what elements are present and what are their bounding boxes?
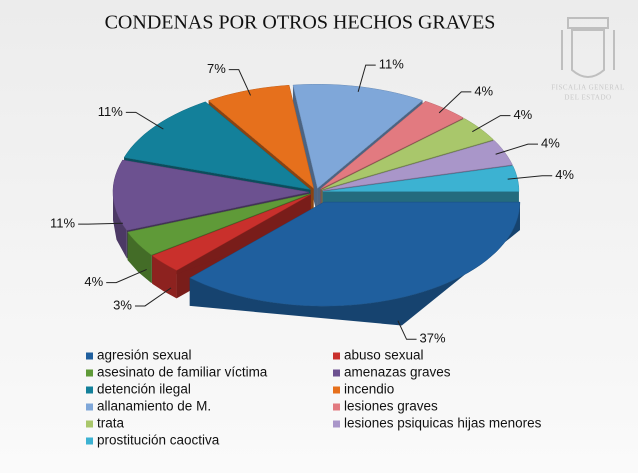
legend-swatch: [86, 386, 93, 394]
data-label: 4%: [84, 274, 103, 289]
slice: [189, 201, 521, 326]
legend-label: lesiones graves: [344, 399, 438, 414]
leader-line: [134, 287, 172, 307]
leader-line: [125, 111, 164, 130]
data-label: 4%: [474, 83, 493, 98]
slice-side: [189, 202, 520, 326]
slice-top: [123, 101, 312, 191]
slice-top: [292, 84, 424, 189]
slice-top: [112, 159, 310, 231]
data-label: 11%: [379, 57, 404, 72]
data-label: 11%: [98, 104, 123, 119]
legend-label: asesinato de familiar víctima: [97, 365, 268, 380]
data-label: 4%: [555, 167, 574, 182]
slice-side: [113, 192, 127, 259]
leader-line: [357, 64, 376, 92]
leader-line: [438, 91, 472, 114]
leader-line: [78, 222, 123, 225]
leader-line: [106, 268, 147, 284]
legend-label: trata: [97, 416, 125, 431]
slice-top: [208, 84, 315, 190]
logo: FISCALIA GENERAL DEL ESTADO: [551, 17, 625, 102]
legend-swatch: [333, 352, 340, 360]
legend-swatch: [86, 352, 93, 360]
leader-line: [507, 175, 553, 180]
logo-text: DEL ESTADO: [564, 94, 611, 102]
legend-swatch: [86, 369, 93, 377]
legend-label: detención ilegal: [97, 382, 191, 397]
data-label: 4%: [513, 107, 532, 122]
legend-label: allanamiento de M.: [97, 399, 211, 414]
legend-swatch: [86, 437, 93, 445]
data-label: 3%: [113, 297, 132, 312]
leader-line: [472, 115, 511, 133]
legend-swatch: [333, 386, 340, 394]
legend-label: amenazas graves: [344, 365, 451, 380]
legend-label: lesiones psiquicas hijas menores: [344, 416, 542, 431]
legend-label: agresión sexual: [97, 348, 192, 363]
legend-label: incendio: [344, 382, 394, 397]
slice-top: [320, 100, 464, 190]
legend-swatch: [333, 420, 340, 428]
slice-top: [321, 118, 494, 190]
leader-line: [495, 143, 538, 155]
legend-swatch: [86, 403, 93, 411]
slice-top: [322, 140, 513, 191]
legend-label: abuso sexual: [344, 348, 424, 363]
leader-line: [397, 320, 417, 340]
legend-swatch: [86, 420, 93, 428]
leader-line: [228, 69, 252, 96]
legend-swatch: [333, 369, 340, 377]
slice-top: [127, 193, 310, 256]
slice-top: [189, 201, 521, 307]
logo-text: FISCALIA GENERAL: [551, 84, 625, 92]
data-label: 37%: [420, 331, 446, 346]
data-label: 7%: [207, 61, 226, 76]
chart-title: CONDENAS POR OTROS HECHOS GRAVES: [105, 12, 496, 34]
slice-top: [151, 194, 311, 271]
data-label: 4%: [541, 136, 560, 151]
legend-swatch: [333, 403, 340, 411]
data-label: 11%: [50, 216, 75, 231]
legend-label: prostitución caoctiva: [97, 433, 220, 448]
